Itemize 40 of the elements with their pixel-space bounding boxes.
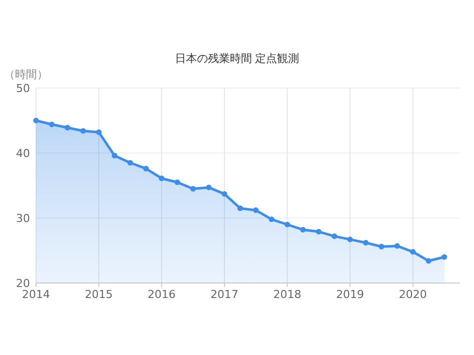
point	[268, 216, 274, 222]
x-tick-label: 2020	[398, 288, 427, 301]
point	[410, 249, 416, 255]
point	[378, 244, 384, 250]
point	[80, 128, 86, 134]
x-tick-label: 2014	[22, 288, 50, 301]
point	[33, 118, 39, 124]
point	[174, 179, 180, 186]
point	[48, 122, 55, 128]
point	[143, 166, 149, 172]
point	[441, 254, 448, 260]
point	[237, 205, 243, 212]
x-tick-label: 2018	[273, 288, 302, 301]
x-tick-label: 2016	[148, 288, 176, 301]
point	[222, 191, 228, 197]
point	[394, 243, 400, 249]
point	[96, 129, 102, 135]
point	[362, 240, 369, 246]
y-tick-label: 20	[16, 277, 30, 290]
point	[300, 226, 306, 232]
point	[316, 228, 322, 234]
x-tick-label: 2015	[84, 288, 113, 301]
point	[332, 233, 338, 239]
point	[127, 160, 134, 166]
y-axis-title: （時間）	[4, 68, 48, 81]
point	[112, 152, 118, 158]
chart-title: 日本の残業時間 定点観測	[174, 52, 300, 65]
point	[426, 258, 432, 264]
y-tick-label: 40	[16, 147, 30, 160]
x-tick-label: 2017	[210, 288, 238, 301]
point	[64, 124, 70, 130]
y-tick-label: 50	[16, 82, 30, 95]
y-tick-label: 30	[16, 212, 30, 225]
point	[347, 236, 353, 242]
point	[190, 186, 196, 192]
x-tick-label: 2019	[336, 288, 364, 301]
point	[284, 222, 290, 228]
point	[253, 207, 259, 213]
point	[158, 176, 164, 182]
point	[206, 184, 212, 190]
